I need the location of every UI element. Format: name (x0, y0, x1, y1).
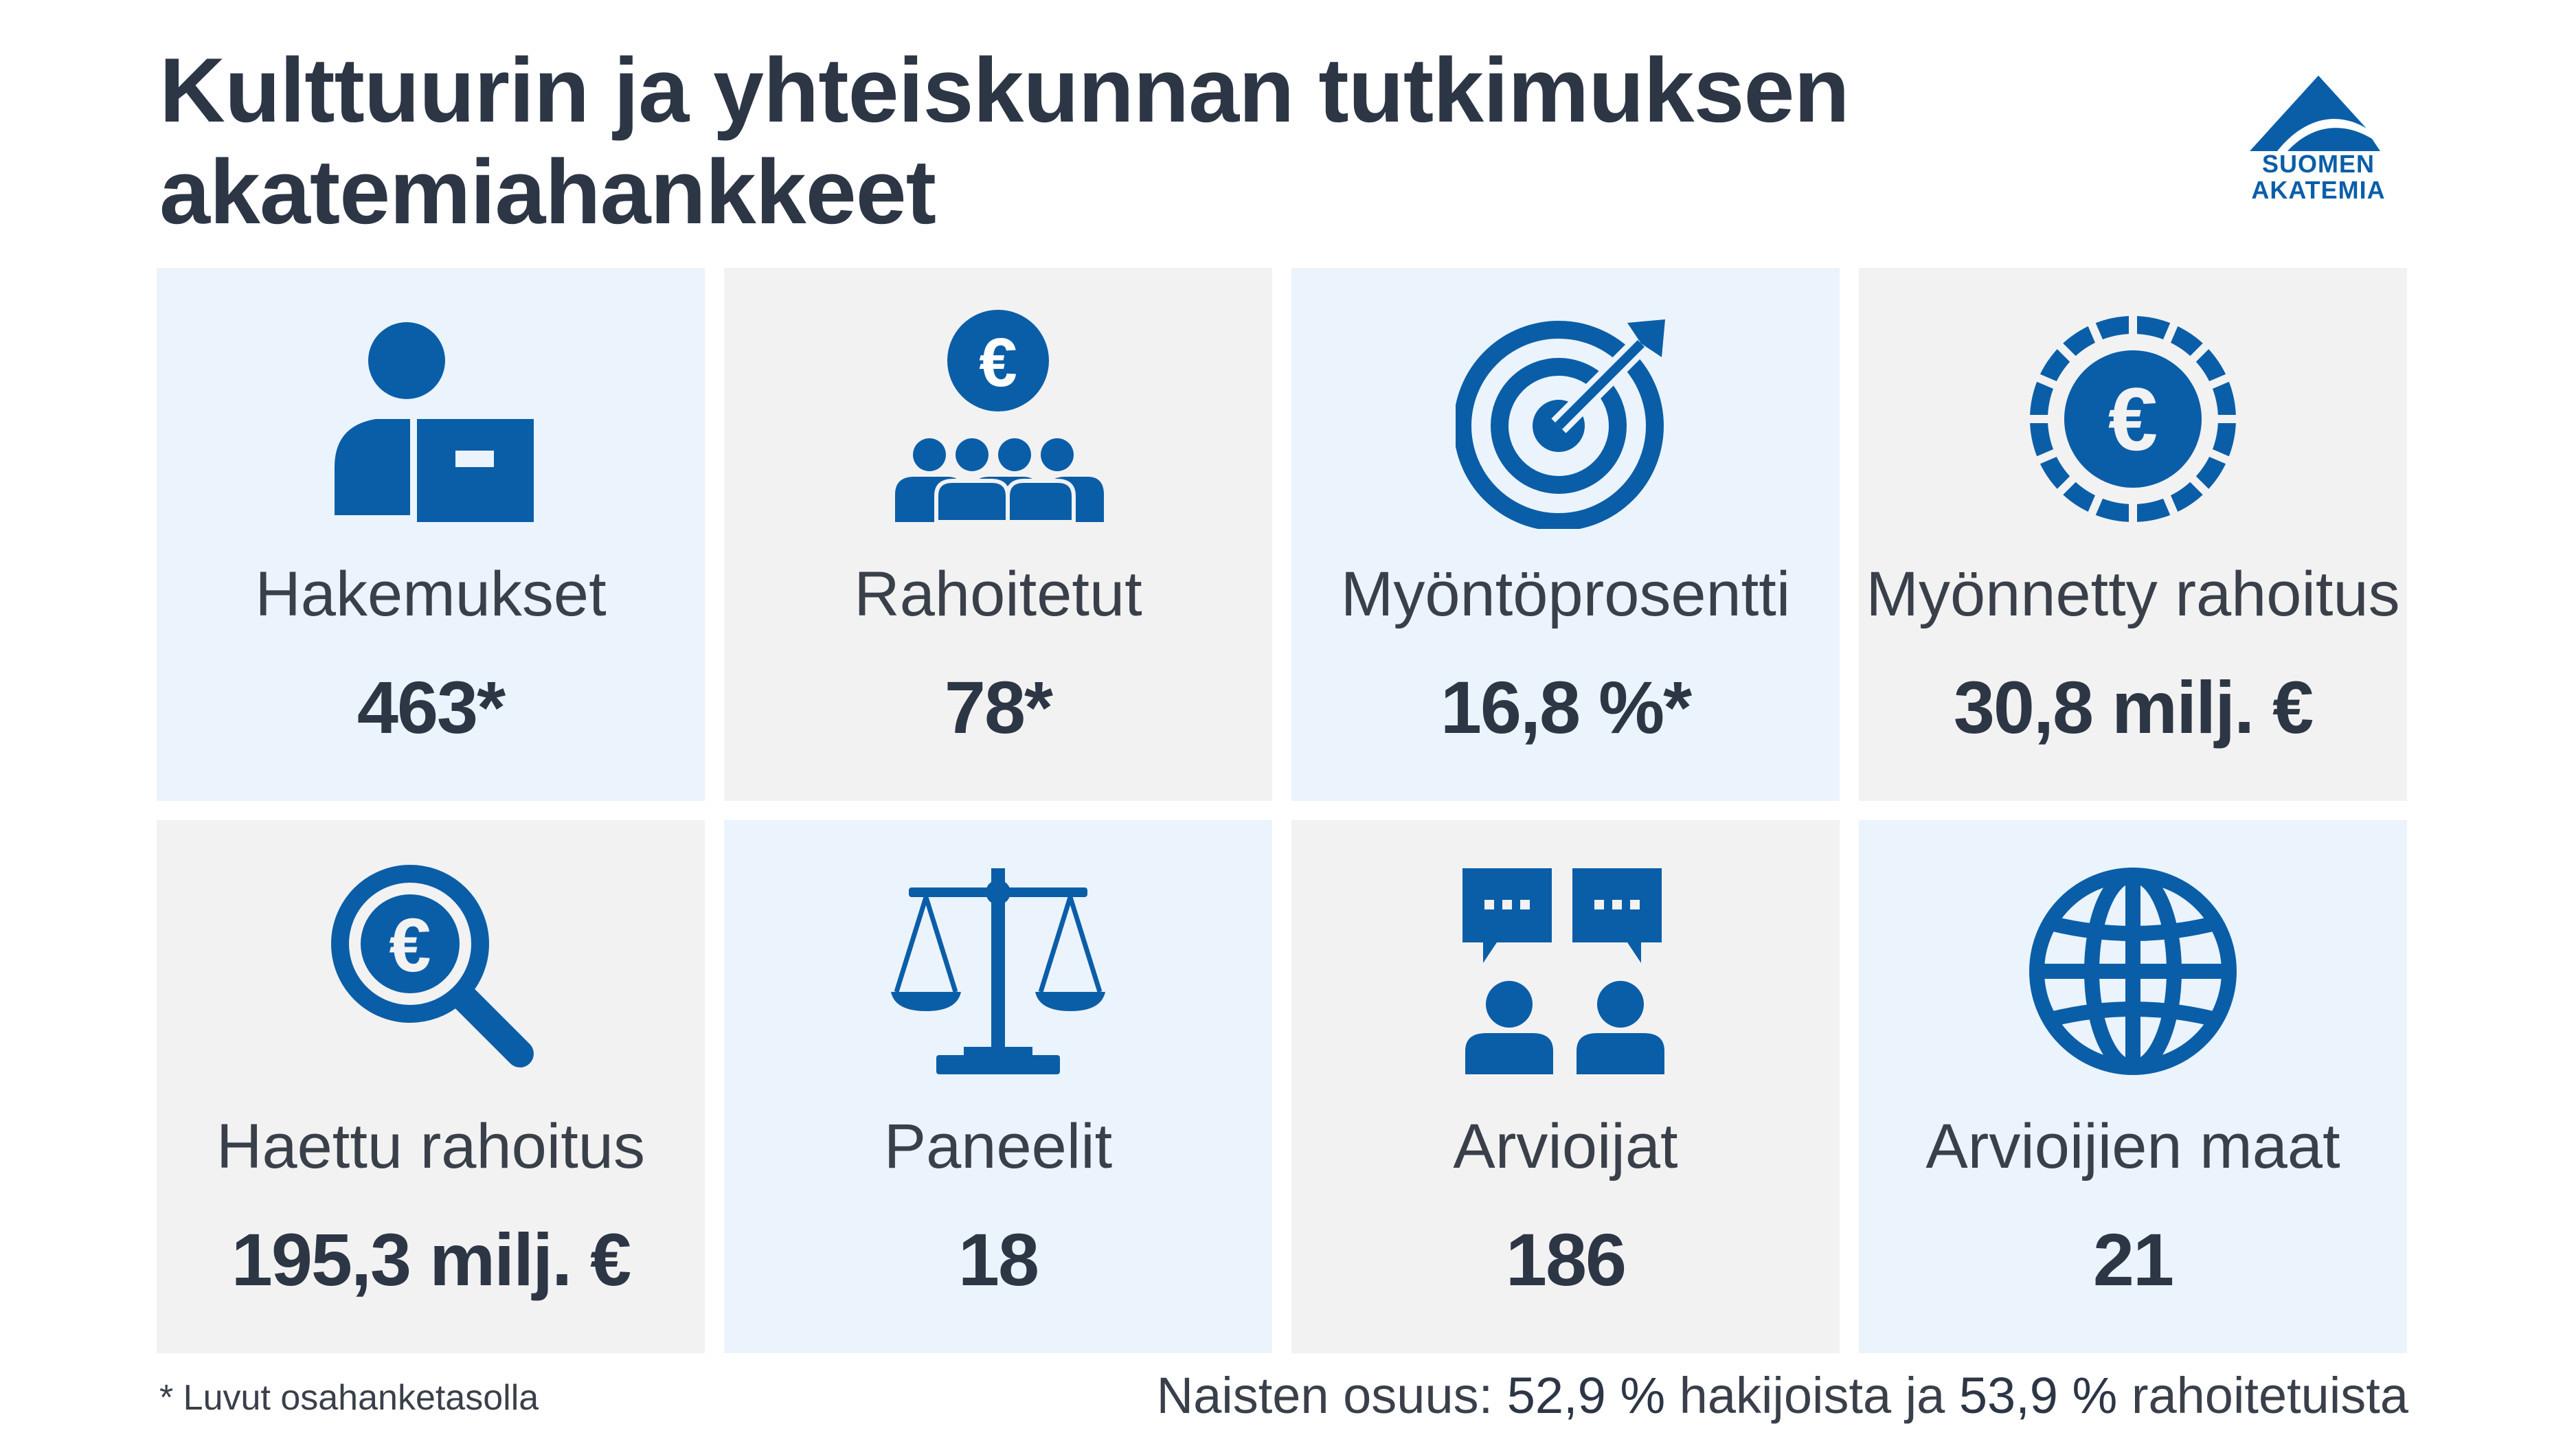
tile-haettu-rahoitus: € Haettu rahoitus 195,3 milj. € (157, 820, 705, 1353)
tile-value: 463* (357, 666, 506, 749)
tile-value: 18 (958, 1218, 1039, 1301)
tile-value: 195,3 milj. € (231, 1218, 631, 1301)
tile-label: Myöntöprosentti (1340, 559, 1791, 629)
globe-icon (2029, 868, 2237, 1075)
tile-value: 16,8 %* (1440, 666, 1692, 749)
logo-text-line-1: SUOMEN (2261, 150, 2375, 178)
euro-magnifier-icon: € (331, 865, 534, 1067)
stats-grid: Hakemukset 463* € Rahoitetu (157, 268, 2408, 1353)
tile-value: 21 (2092, 1218, 2174, 1301)
svg-text:€: € (389, 903, 431, 988)
tile-arvioijien-maat: Arvioijien maat 21 (1859, 820, 2407, 1353)
tile-myontoprosentti: Myöntöprosentti 16,8 %* (1291, 268, 1840, 801)
tile-label: Arvioijat (1453, 1111, 1678, 1181)
women-share-middle: hakijoista ja (1665, 1367, 1959, 1424)
tile-label: Myönnetty rahoitus (1866, 559, 2400, 629)
tile-arvioijat: Arvioijat 186 (1291, 820, 1840, 1353)
tile-label: Haettu rahoitus (216, 1111, 645, 1181)
women-share-suffix: rahoitetuista (2117, 1367, 2408, 1424)
funded-percentage: 53,9 % (1958, 1367, 2118, 1424)
applicant-document-icon (335, 322, 534, 522)
euro-coin-icon: € (2029, 315, 2237, 523)
target-arrow-icon (1456, 319, 1665, 529)
tile-label: Paneelit (883, 1111, 1113, 1181)
title-line-1: Kulttuurin ja yhteiskunnan tutkimuksen (159, 40, 1850, 142)
tile-hakemukset: Hakemukset 463* (157, 268, 705, 801)
tile-label: Hakemukset (255, 559, 607, 629)
triangle-logo-icon (2250, 76, 2387, 151)
applicants-percentage: 52,9 % (1506, 1367, 1666, 1424)
svg-text:€: € (979, 324, 1017, 401)
tile-label: Rahoitetut (854, 559, 1142, 629)
page-title: Kulttuurin ja yhteiskunnan tutkimuksen a… (159, 40, 2151, 243)
scales-icon (891, 868, 1105, 1074)
footnote: * Luvut osahanketasolla (159, 1378, 539, 1418)
tile-myonnetty-rahoitus: € Myönnetty rahoitus 30,8 milj. € (1859, 268, 2407, 801)
tile-value: 186 (1505, 1218, 1627, 1301)
euro-people-icon: € (895, 310, 1104, 524)
reviewers-speech-icon (1462, 868, 1664, 1074)
suomen-akatemia-logo: SUOMEN AKATEMIA (2219, 76, 2418, 234)
tile-rahoitetut: € Rahoitetut 78* (724, 268, 1272, 801)
svg-text:€: € (2108, 369, 2158, 469)
women-share-prefix: Naisten osuus: (1156, 1367, 1507, 1424)
logo-text-line-2: AKATEMIA (2251, 176, 2386, 204)
tile-value: 78* (944, 666, 1053, 749)
women-share-line: Naisten osuus: 52,9 % hakijoista ja 53,9… (1157, 1367, 2408, 1425)
tile-label: Arvioijien maat (1925, 1111, 2340, 1181)
tile-paneelit: Paneelit 18 (724, 820, 1272, 1353)
tile-value: 30,8 milj. € (1953, 666, 2314, 749)
title-line-2: akatemiahankkeet (159, 142, 936, 243)
